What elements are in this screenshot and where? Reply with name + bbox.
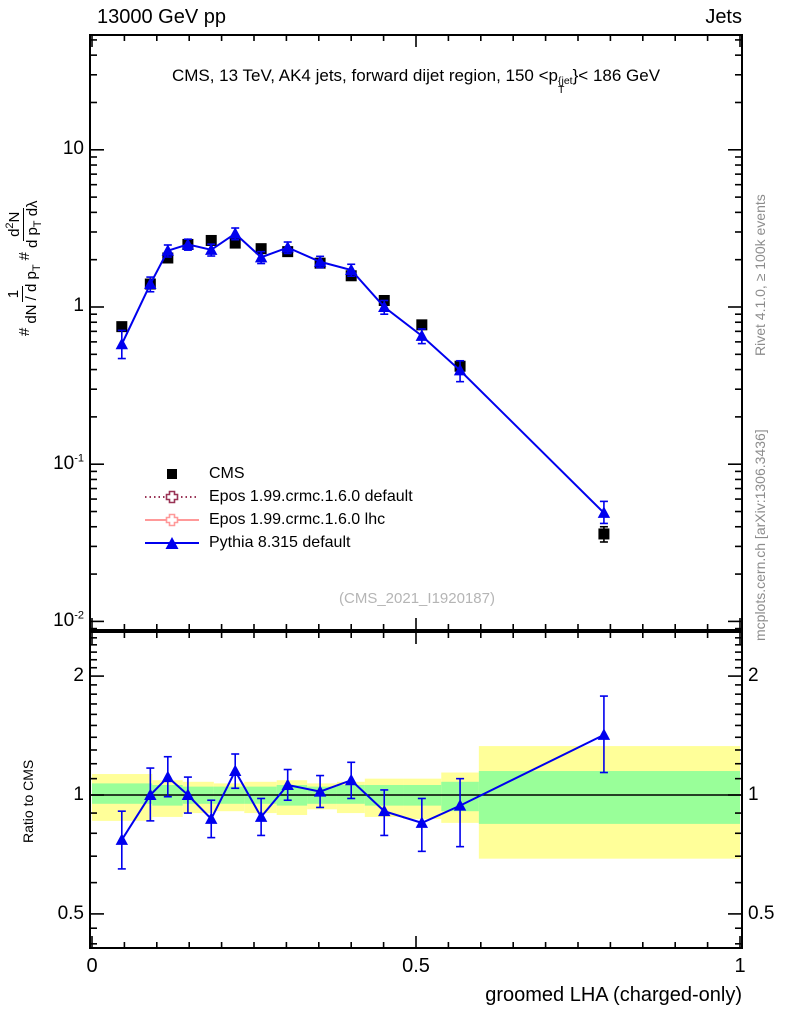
plot-title: CMS, 13 TeV, AK4 jets, forward dijet reg… (90, 66, 742, 95)
legend-item-epos-default: Epos 1.99.crmc.1.6.0 default (143, 486, 413, 508)
pythia-line (120, 232, 605, 514)
ratio-marker (453, 799, 467, 811)
fraction-denominator: dN / d pT (23, 264, 43, 324)
cms-marker (229, 237, 241, 249)
legend-item-pythia: Pythia 8.315 default (143, 532, 350, 554)
ratio-marker (254, 810, 268, 822)
main-y-tick-label: 1 (73, 295, 84, 316)
ratio-marker (181, 788, 195, 800)
pythia-marker (597, 506, 611, 518)
cms-marker (205, 234, 217, 246)
pythia-series-main (115, 227, 611, 525)
fraction-d2n-over-dptdlambda: d2N d pT dλ (4, 200, 44, 248)
open-cross-marker-icon (165, 513, 179, 527)
legend-label: CMS (209, 465, 245, 482)
plot-title-sub: T (558, 84, 565, 96)
cms-marker (116, 321, 128, 333)
fraction-numerator: 1 (5, 285, 23, 303)
ratio-marker (205, 812, 218, 824)
square-marker-icon (167, 469, 177, 479)
ratio-y-tick-label: 1 (73, 784, 84, 805)
analysis-group-label: Jets (705, 6, 742, 28)
x-tick-label: 0.5 (402, 955, 430, 977)
analysis-id-watermark: (CMS_2021_I1920187) (339, 590, 495, 607)
ratio-marker (161, 770, 175, 783)
cms-marker (598, 528, 610, 540)
plot-title-text: CMS, 13 TeV, AK4 jets, forward dijet reg… (171, 66, 558, 85)
ratio-marker (144, 788, 157, 800)
ratio-marker (345, 773, 358, 786)
legend-label: Epos 1.99.crmc.1.6.0 default (209, 488, 413, 505)
pythia-marker (345, 263, 358, 275)
ratio-marker (229, 764, 242, 777)
pythia-marker (144, 277, 157, 290)
main-y-tick-label: 10-2 (53, 609, 84, 631)
plot-title-suffix: }< 186 GeV (572, 66, 661, 85)
pt-jet-supsub: {jet T (558, 75, 573, 96)
ratio-marker (378, 804, 391, 817)
legend-item-epos-lhc: Epos 1.99.crmc.1.6.0 lhc (143, 509, 385, 531)
uncertainty-band-inner (478, 771, 740, 824)
x-axis-label: groomed LHA (charged-only) (485, 984, 742, 1006)
x-tick-label: 1 (734, 955, 746, 977)
fraction-denominator: d pT dλ (24, 200, 44, 249)
main-y-axis-label: # 1 dN / d pT # d2N d pT dλ (4, 196, 44, 336)
ratio-marker (597, 728, 611, 740)
pythia-marker (161, 244, 175, 256)
hash-symbol: # (15, 327, 33, 336)
pythia-marker (378, 300, 391, 312)
ratio-marker (415, 816, 429, 828)
ratio-marker (313, 785, 327, 797)
x-tick-label: 0 (86, 955, 98, 977)
ratio-marker (281, 778, 294, 791)
legend-marker-cms (167, 469, 177, 479)
plot-title-sup: {jet (558, 75, 573, 87)
pythia-marker (313, 255, 327, 267)
pythia-marker (229, 227, 242, 239)
pythia-marker (415, 329, 429, 341)
pythia-marker (205, 243, 218, 255)
cms-marker (416, 319, 428, 331)
fraction-numerator: d2N (4, 207, 24, 241)
axis-ticks (90, 35, 742, 948)
legend-marker-epos-default (145, 490, 199, 504)
fraction-1-over-dndpt: 1 dN / d pT (5, 264, 43, 324)
pythia-marker (281, 241, 294, 253)
main-y-tick-label: 10-1 (53, 452, 84, 474)
pythia-marker (115, 337, 129, 350)
rivet-version-note: Rivet 4.1.0, ≥ 100k events (752, 194, 768, 356)
ratio-y-tick-label-right: 2 (748, 665, 759, 687)
mcplots-reference-note: mcplots.cern.ch [arXiv:1306.3436] (752, 429, 768, 641)
pythia-marker (181, 237, 195, 250)
open-cross-marker-icon (165, 490, 179, 504)
legend-label: Epos 1.99.crmc.1.6.0 lhc (209, 511, 386, 528)
legend-item-cms: CMS (143, 463, 245, 485)
triangle-marker-icon (165, 537, 179, 549)
ratio-y-tick-label-right: 0.5 (748, 902, 775, 924)
pythia-marker (254, 250, 268, 263)
legend-marker-pythia (145, 537, 199, 549)
pythia-series-ratio (115, 695, 611, 870)
ratio-y-tick-label: 2 (73, 665, 84, 687)
beam-energy-label: 13000 GeV pp (97, 6, 226, 28)
uncertainty-bands (92, 746, 740, 859)
cms-marker (162, 252, 174, 264)
ratio-y-axis-label: Ratio to CMS (20, 759, 36, 843)
uncertainty-band-inner (92, 783, 153, 804)
ratio-y-tick-label-right: 1 (748, 784, 759, 805)
legend-marker-epos-lhc (145, 513, 199, 527)
cms-marker (255, 243, 267, 255)
hash-symbol: # (15, 252, 33, 261)
pythia-marker (453, 363, 467, 376)
main-y-tick-label: 10 (62, 137, 84, 159)
ratio-y-tick-label: 0.5 (57, 902, 84, 924)
ratio-marker (115, 833, 129, 845)
legend-label: Pythia 8.315 default (209, 534, 351, 551)
